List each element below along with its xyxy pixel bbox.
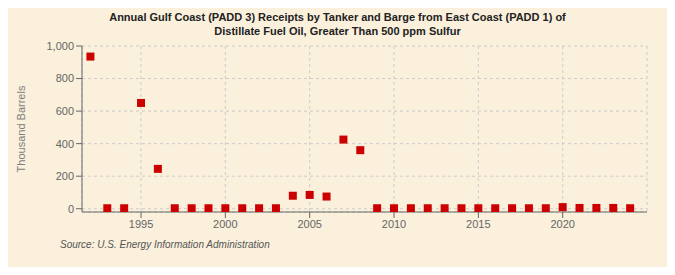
svg-text:2005: 2005	[297, 218, 321, 230]
svg-text:1995: 1995	[129, 218, 153, 230]
html-text:Annual Gulf Coast (PADD 3) Rec: Annual Gulf Coast (PADD 3) Receipts by T…	[109, 11, 566, 23]
svg-text:1,000: 1,000	[46, 40, 74, 52]
html-text:Distillate Fuel Oil, Greater T: Distillate Fuel Oil, Greater Than 500 pp…	[214, 25, 461, 37]
svg-text:800: 800	[56, 72, 74, 84]
svg-text:0: 0	[68, 203, 74, 215]
svg-text:200: 200	[56, 170, 74, 182]
svg-text:2015: 2015	[466, 218, 490, 230]
svg-text:400: 400	[56, 138, 74, 150]
svg-text:600: 600	[56, 105, 74, 117]
svg-text:2000: 2000	[213, 218, 237, 230]
html-text:Source: U.S. Energy Informatio: Source: U.S. Energy Information Administ…	[60, 239, 270, 250]
svg-text:2020: 2020	[550, 218, 574, 230]
svg-text:2010: 2010	[382, 218, 406, 230]
svg-text:Thousand Barrels: Thousand Barrels	[15, 85, 27, 172]
